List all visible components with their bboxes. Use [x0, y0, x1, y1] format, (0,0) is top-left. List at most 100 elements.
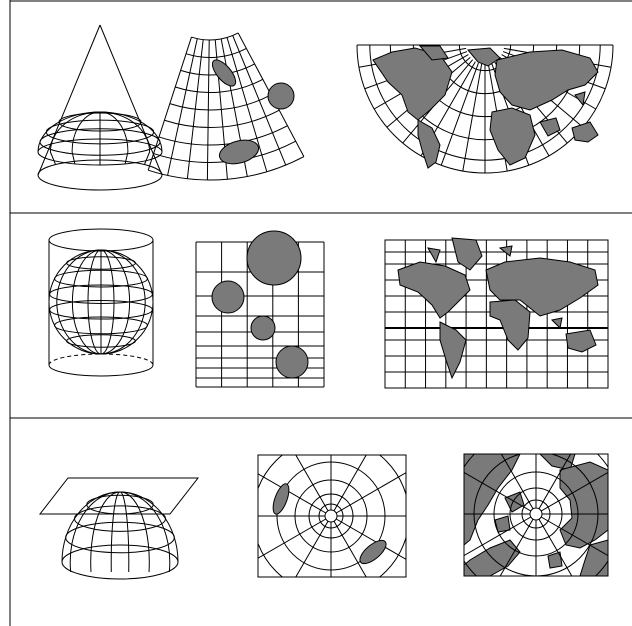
map-content [464, 454, 608, 576]
landmass [417, 119, 441, 169]
cylindrical-world-map [384, 237, 609, 389]
landmass [571, 121, 599, 143]
grid-meridian [333, 520, 367, 577]
map-meridian [540, 516, 608, 557]
map-meridian [500, 454, 534, 510]
map-meridian [538, 454, 572, 510]
landmass [397, 261, 471, 319]
globe-meridian [119, 491, 130, 573]
cylindrical-tissot-grid [195, 230, 325, 388]
globe-meridian [49, 111, 101, 165]
landmass [467, 47, 501, 67]
tissot-indicatrix [272, 483, 290, 515]
tissot-indicatrix [218, 139, 260, 165]
globe-meridian [99, 111, 151, 165]
landmass [489, 107, 536, 166]
conic-parallel [191, 32, 239, 41]
globe-parallel [73, 505, 167, 532]
cylinder-base-front [48, 364, 154, 377]
map-frame [384, 239, 609, 389]
cylinder-surface-diagram [48, 228, 154, 377]
globe-meridian [119, 491, 171, 573]
conic-meridian [232, 35, 287, 166]
azimuthal-tissot-grid [221, 406, 441, 626]
globe-meridian [119, 491, 150, 573]
globe-parallel [86, 494, 154, 515]
grid-parallel [324, 509, 338, 523]
globe-meridian [110, 491, 121, 573]
tissot-indicatrix [275, 345, 309, 379]
tissot-indicatrix [250, 315, 276, 341]
cylinder-base-back [48, 353, 154, 366]
landmass [574, 91, 586, 107]
landmass [451, 237, 483, 271]
conic-meridian [206, 39, 210, 180]
landmass [550, 317, 563, 330]
map-frame [463, 453, 609, 577]
landmass [372, 47, 453, 121]
landmass [494, 49, 599, 111]
grid-meridian [258, 518, 327, 559]
map-meridian [499, 518, 534, 576]
cone-surface-diagram [37, 24, 163, 191]
grid-meridian [335, 472, 406, 514]
row-cylindrical [48, 228, 609, 389]
landmass [427, 247, 441, 264]
cylinder-top [48, 228, 154, 252]
globe-meridian [90, 491, 121, 573]
frame-lines [9, 0, 632, 626]
map-meridian [540, 471, 608, 512]
conic-meridian [147, 36, 192, 171]
tissot-indicatrix [211, 280, 245, 314]
globe-parallel [65, 521, 175, 554]
landmass [439, 321, 467, 380]
landmass [498, 245, 513, 257]
grid-content [221, 406, 441, 626]
conic-meridian [167, 38, 198, 176]
conic-meridian [226, 37, 268, 172]
landmass [565, 329, 597, 353]
grid-meridian [295, 520, 329, 577]
landmass [579, 539, 608, 576]
map-meridian [538, 518, 573, 576]
landmass [559, 461, 608, 549]
landmass [485, 257, 599, 317]
hemisphere-graticule [61, 491, 179, 580]
landmass [464, 454, 521, 546]
conic-tissot-grid [147, 32, 305, 181]
map-meridian [440, 62, 479, 166]
grid-meridian [295, 455, 329, 512]
tissot-indicatrix [211, 59, 237, 87]
map-parallel [529, 507, 543, 521]
row-conic [37, 24, 614, 191]
landmass [418, 45, 449, 61]
globe-meridian [99, 111, 129, 165]
map-meridian [464, 471, 532, 512]
tissot-indicatrix [267, 82, 295, 110]
globe-meridian [69, 491, 121, 573]
plane-surface-diagram [38, 477, 200, 580]
globe-graticule [37, 111, 163, 166]
tissot-indicatrix [246, 230, 302, 286]
conic-meridian [186, 39, 204, 179]
conic-world-map [356, 44, 614, 174]
cone-edge-right [99, 24, 163, 176]
globe-graticule [48, 249, 154, 355]
map-meridian [464, 516, 532, 557]
landmass [539, 117, 561, 137]
tangent-plane [38, 477, 200, 515]
grid-parallel [221, 406, 441, 626]
tissot-indicatrix [359, 539, 387, 565]
landmass [547, 551, 563, 569]
row-azimuthal [38, 406, 609, 626]
globe-meridian [71, 111, 101, 165]
azimuthal-world-map [463, 453, 609, 577]
landmass [489, 299, 531, 351]
grid-meridian [258, 473, 327, 514]
grid-meridian [333, 455, 367, 512]
map-meridian [462, 63, 483, 172]
hemisphere-base [61, 544, 179, 580]
cone-edge-left [37, 24, 101, 176]
